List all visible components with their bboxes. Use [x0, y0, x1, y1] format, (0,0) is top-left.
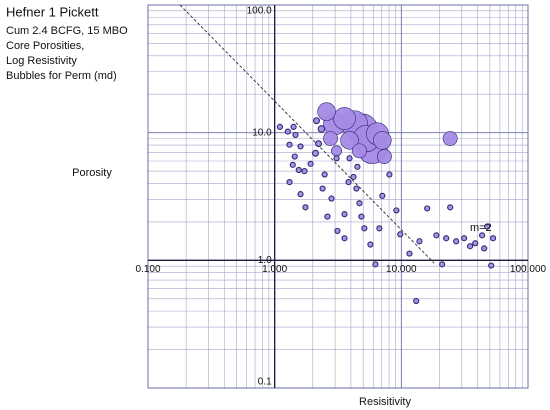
bubble: [439, 261, 446, 268]
bubble: [319, 185, 326, 192]
bubble: [323, 131, 338, 146]
bubble: [442, 131, 458, 146]
bubble: [413, 297, 420, 305]
bubble: [361, 225, 368, 232]
bubble: [356, 200, 363, 207]
bubble: [290, 123, 297, 130]
bubble: [478, 232, 486, 239]
bubble: [354, 163, 361, 170]
bubble: [313, 117, 321, 125]
bubble: [286, 179, 293, 186]
bubble: [286, 141, 293, 148]
bubble: [345, 179, 352, 186]
y-tick-label: 10.0: [252, 127, 272, 138]
labels: 0.100 1.000 10.000 100.000 0.1 1.0 10.0 100.0: [135, 6, 546, 388]
bubble: [311, 149, 319, 157]
bubble: [297, 143, 304, 150]
bubble: [340, 131, 359, 150]
annotation: m=2: [470, 222, 492, 234]
bubble: [447, 204, 454, 211]
bubble: [324, 213, 331, 220]
bubble: [443, 235, 450, 242]
bubble: [397, 231, 404, 238]
bubble: [307, 160, 314, 167]
x-tick-label: 1.000: [262, 264, 287, 275]
bubble: [358, 213, 365, 220]
bubble: [297, 191, 304, 198]
bubble: [406, 250, 413, 257]
bubble: [346, 155, 353, 162]
subtitle-line: Cum 2.4 BCFG, 15 MBO: [6, 25, 128, 37]
bubble: [353, 185, 360, 192]
bubble: [276, 123, 284, 130]
bubble: [328, 195, 335, 202]
y-axis-label: Porosity: [72, 167, 112, 179]
bubble: [379, 192, 386, 199]
marks: [179, 4, 497, 305]
bubble: [373, 131, 392, 150]
x-axis-label: Resisitivity: [359, 396, 411, 408]
bubble: [295, 166, 302, 174]
bubble: [416, 238, 423, 245]
bubble: [376, 149, 392, 164]
bubble: [334, 227, 341, 235]
chart-title: Hefner 1 Pickett: [6, 4, 99, 19]
subtitle-line: Bubbles for Perm (md): [6, 70, 117, 82]
bubble: [350, 173, 357, 181]
bubble: [352, 143, 367, 159]
bubble: [488, 262, 495, 269]
y-tick-label: 0.1: [258, 377, 272, 388]
bubble: [484, 223, 491, 230]
plot-frame: [147, 4, 529, 389]
bubble: [292, 131, 299, 139]
bubble: [289, 161, 296, 168]
bubble: [472, 240, 479, 247]
bubble: [331, 145, 342, 157]
bubble: [315, 140, 323, 148]
bubble: [341, 211, 348, 218]
bubble: [372, 261, 379, 268]
grid: [147, 4, 529, 389]
bubble: [433, 232, 440, 239]
y-tick-label: 1.0: [258, 255, 272, 266]
bubble: [317, 102, 336, 121]
bubble: [284, 128, 291, 135]
x-tick-label: 100.000: [510, 264, 547, 275]
y-tick-label: 100.0: [247, 6, 272, 17]
bubble: [466, 243, 474, 250]
bubble: [461, 235, 468, 242]
bubble: [317, 125, 326, 133]
bubble: [302, 204, 309, 211]
bubble: [321, 171, 328, 178]
bubble: [333, 107, 356, 130]
bubble: [333, 155, 340, 162]
bubble: [367, 241, 374, 248]
bubble: [301, 167, 308, 175]
trend-line: [179, 4, 435, 264]
x-tick-label: 0.100: [135, 264, 160, 275]
bubble: [481, 245, 488, 252]
bubble: [386, 171, 393, 178]
bubble: [489, 235, 497, 242]
bubble: [453, 238, 460, 245]
bubble: [341, 235, 348, 242]
bubble: [291, 153, 298, 160]
subtitle-line: Log Resistivity: [6, 55, 77, 67]
subtitle-line: Core Porosities,: [6, 40, 84, 52]
bubble: [424, 205, 431, 212]
bubble: [393, 207, 400, 214]
x-tick-label: 10.000: [386, 264, 417, 275]
bubble: [376, 225, 383, 232]
